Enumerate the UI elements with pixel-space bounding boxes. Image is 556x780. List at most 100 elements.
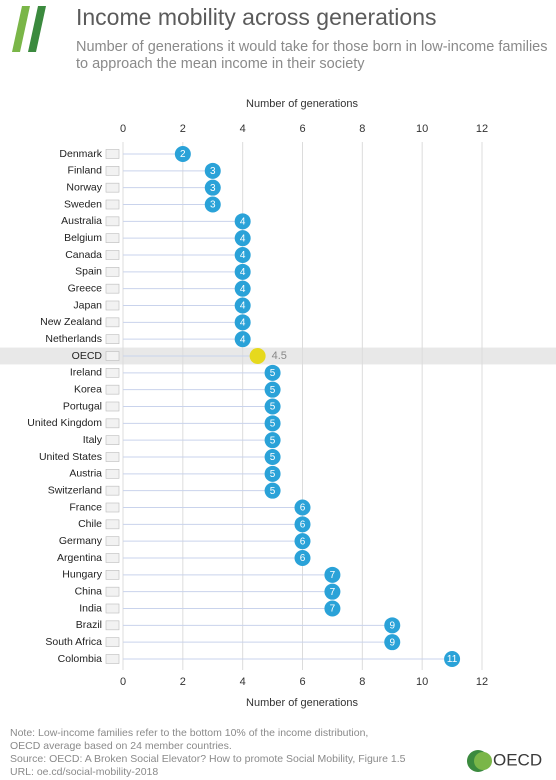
- flag: [105, 267, 120, 277]
- value-label: 5: [270, 469, 276, 480]
- chart-subtitle: to approach the mean income in their soc…: [76, 56, 365, 72]
- dot: [264, 364, 281, 381]
- value-label: 3: [210, 166, 216, 177]
- footer-logo: OECD: [467, 750, 542, 772]
- category-label: India: [79, 602, 102, 614]
- note: Source: OECD: A Broken Social Elevator? …: [10, 753, 406, 765]
- value-label: 4: [240, 250, 246, 261]
- category-label: Argentina: [57, 552, 102, 564]
- value-label: 6: [300, 536, 306, 547]
- dot: [444, 651, 461, 667]
- logo-mark: [12, 6, 46, 52]
- dot: [324, 566, 341, 583]
- dot: [264, 415, 281, 432]
- chart-subtitle: Number of generations it would take for …: [76, 39, 547, 55]
- dot: [204, 162, 221, 179]
- chart-title: Income mobility across generations: [76, 4, 437, 30]
- flag: [105, 351, 120, 361]
- x-tick-label: 4: [240, 123, 246, 135]
- flag: [105, 317, 120, 328]
- flag: [105, 452, 120, 462]
- dot: [264, 449, 281, 465]
- category-label: Greece: [68, 282, 103, 294]
- category-label: United Kingdom: [27, 417, 102, 429]
- x-tick-label: 0: [120, 123, 126, 135]
- category-label: OECD: [72, 350, 103, 362]
- x-tick-label: 10: [416, 123, 428, 135]
- category-label: Brazil: [76, 619, 102, 631]
- dot: [264, 482, 281, 499]
- dot: [294, 516, 311, 533]
- value-label: 11: [447, 654, 458, 665]
- flag: [105, 469, 120, 479]
- value-label: 3: [210, 183, 216, 194]
- x-tick-label: 12: [476, 123, 488, 135]
- x-tick-label: 8: [359, 123, 365, 135]
- flag: [105, 435, 120, 445]
- category-label: Canada: [65, 249, 102, 261]
- category-label: Denmark: [59, 148, 102, 160]
- flag: [105, 654, 120, 664]
- flag: [105, 166, 120, 176]
- value-label: 5: [270, 435, 276, 446]
- flag: [105, 233, 120, 243]
- category-label: Chile: [78, 518, 102, 530]
- value-label: 9: [389, 620, 395, 631]
- category-label: South Africa: [45, 636, 102, 648]
- dot: [204, 196, 221, 213]
- dot: [234, 247, 251, 263]
- category-label: France: [69, 501, 102, 513]
- flag: [105, 586, 120, 597]
- value-label: 4: [240, 284, 246, 295]
- category-label: Finland: [68, 165, 103, 177]
- flag: [105, 401, 120, 412]
- value-label: 2: [180, 149, 186, 160]
- flag: [105, 368, 120, 378]
- category-label: New Zealand: [40, 316, 102, 328]
- value-label: 6: [300, 519, 306, 530]
- dot: [204, 179, 221, 196]
- flag: [105, 570, 120, 580]
- dot: [264, 432, 281, 449]
- category-label: Germany: [59, 535, 103, 547]
- value-label: 4: [240, 267, 246, 278]
- x-tick-label: 8: [359, 676, 365, 688]
- category-label: Japan: [73, 299, 102, 311]
- flag: [105, 149, 120, 159]
- value-label: 5: [270, 385, 276, 396]
- flag: [105, 283, 120, 294]
- flag: [105, 603, 120, 614]
- dot: [174, 146, 191, 162]
- flag: [105, 199, 120, 210]
- x-tick-label: 6: [299, 676, 305, 688]
- category-label: Hungary: [62, 569, 102, 581]
- value-label: 4: [240, 301, 246, 312]
- category-label: Australia: [61, 215, 102, 227]
- flag: [105, 536, 120, 546]
- x-tick-label: 6: [299, 123, 305, 135]
- value-label: 5: [270, 418, 276, 429]
- x-tick-label: 4: [240, 676, 246, 688]
- flag: [105, 553, 120, 563]
- dot: [264, 465, 281, 482]
- category-label: Korea: [74, 383, 102, 395]
- dot: [294, 550, 311, 566]
- value-label: 5: [270, 486, 276, 497]
- note: URL: oe.cd/social-mobility-2018: [10, 766, 158, 778]
- dot: [264, 398, 281, 415]
- dot: [294, 499, 311, 516]
- flag: [105, 418, 120, 429]
- category-label: Belgium: [64, 232, 102, 244]
- note: Note: Low-income families refer to the b…: [10, 727, 368, 739]
- x-axis-label: Number of generations: [246, 697, 358, 709]
- flag: [105, 620, 120, 631]
- value-label: 6: [300, 503, 306, 514]
- dot: [264, 381, 281, 398]
- category-label: Norway: [66, 181, 102, 193]
- x-tick-label: 10: [416, 676, 428, 688]
- value-label: 5: [270, 368, 276, 379]
- x-axis-label: Number of generations: [246, 98, 358, 110]
- flag: [105, 485, 120, 496]
- value-label: 9: [389, 637, 395, 648]
